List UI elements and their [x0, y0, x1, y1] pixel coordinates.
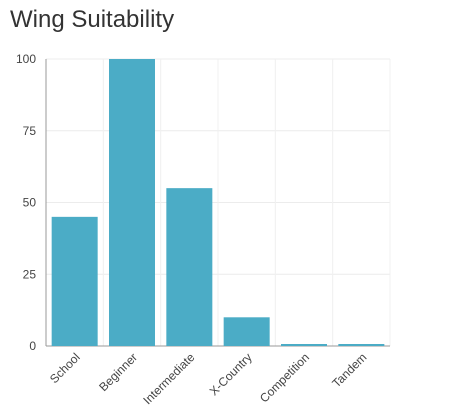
bar-competition — [281, 344, 327, 346]
x-tick-label: Competition — [257, 350, 312, 405]
bar-intermediate — [166, 188, 213, 346]
x-tick-label: Beginner — [96, 350, 140, 394]
y-tick-label: 25 — [23, 267, 37, 281]
x-tick-label: X-Country — [207, 350, 255, 398]
bar-beginner — [109, 59, 155, 346]
y-tick-labels: 0 25 50 75 100 — [16, 52, 36, 353]
bars — [51, 59, 385, 346]
x-tick-label: School — [47, 350, 83, 386]
bar-tandem — [338, 344, 385, 346]
y-tick-label: 75 — [23, 124, 37, 138]
chart-title: Wing Suitability — [10, 6, 175, 33]
y-tick-label: 50 — [23, 196, 37, 210]
x-tick-label: Tandem — [329, 350, 369, 390]
x-tick-labels: School Beginner Intermediate X-Country Compe… — [47, 350, 370, 407]
bar-school — [51, 216, 98, 346]
y-tick-label: 0 — [29, 339, 36, 353]
grid-lines — [46, 58, 391, 346]
axes — [45, 59, 390, 347]
y-tick-label: 100 — [16, 52, 36, 66]
x-tick-label: Intermediate — [140, 350, 197, 407]
bar-x-country — [223, 317, 270, 346]
